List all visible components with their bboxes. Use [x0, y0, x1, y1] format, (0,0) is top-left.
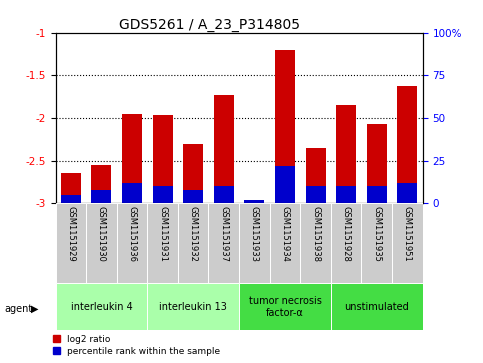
Bar: [122, 183, 142, 203]
Bar: [300, 203, 331, 283]
Bar: [275, 50, 295, 203]
Bar: [398, 86, 417, 203]
Bar: [56, 203, 86, 283]
Bar: [214, 186, 234, 203]
Text: GSM1151929: GSM1151929: [66, 206, 75, 261]
Bar: [209, 203, 239, 283]
Bar: [183, 189, 203, 203]
Bar: [147, 283, 239, 330]
Bar: [331, 283, 423, 330]
Bar: [147, 203, 178, 283]
Bar: [122, 114, 142, 203]
Bar: [367, 186, 387, 203]
Bar: [361, 203, 392, 283]
Bar: [336, 105, 356, 203]
Legend: log2 ratio, percentile rank within the sample: log2 ratio, percentile rank within the s…: [53, 335, 220, 355]
Bar: [239, 203, 270, 283]
Text: interleukin 13: interleukin 13: [159, 302, 227, 312]
Bar: [153, 115, 172, 203]
Text: GSM1151938: GSM1151938: [311, 206, 320, 262]
Text: GSM1151935: GSM1151935: [372, 206, 381, 262]
Text: GSM1151932: GSM1151932: [189, 206, 198, 262]
Text: GSM1151936: GSM1151936: [128, 206, 137, 262]
Bar: [331, 203, 361, 283]
Bar: [91, 189, 112, 203]
Title: GDS5261 / A_23_P314805: GDS5261 / A_23_P314805: [119, 18, 300, 32]
Bar: [86, 203, 117, 283]
Bar: [398, 183, 417, 203]
Bar: [153, 186, 172, 203]
Bar: [336, 186, 356, 203]
Text: GSM1151934: GSM1151934: [281, 206, 289, 262]
Bar: [61, 174, 81, 203]
Bar: [117, 203, 147, 283]
Bar: [91, 165, 112, 203]
Text: GSM1151928: GSM1151928: [341, 206, 351, 262]
Text: GSM1151937: GSM1151937: [219, 206, 228, 262]
Text: GSM1151933: GSM1151933: [250, 206, 259, 262]
Bar: [392, 203, 423, 283]
Text: agent: agent: [5, 304, 33, 314]
Text: interleukin 4: interleukin 4: [71, 302, 132, 312]
Bar: [367, 124, 387, 203]
Text: GSM1151930: GSM1151930: [97, 206, 106, 262]
Bar: [56, 283, 147, 330]
Text: unstimulated: unstimulated: [344, 302, 409, 312]
Bar: [275, 166, 295, 203]
Bar: [244, 200, 264, 203]
Text: GSM1151931: GSM1151931: [158, 206, 167, 262]
Bar: [306, 148, 326, 203]
Bar: [183, 143, 203, 203]
Text: GSM1151951: GSM1151951: [403, 206, 412, 261]
Bar: [178, 203, 209, 283]
Text: ▶: ▶: [31, 304, 39, 314]
Text: tumor necrosis
factor-α: tumor necrosis factor-α: [249, 296, 321, 318]
Bar: [61, 195, 81, 203]
Bar: [214, 95, 234, 203]
Bar: [239, 283, 331, 330]
Bar: [306, 186, 326, 203]
Bar: [270, 203, 300, 283]
